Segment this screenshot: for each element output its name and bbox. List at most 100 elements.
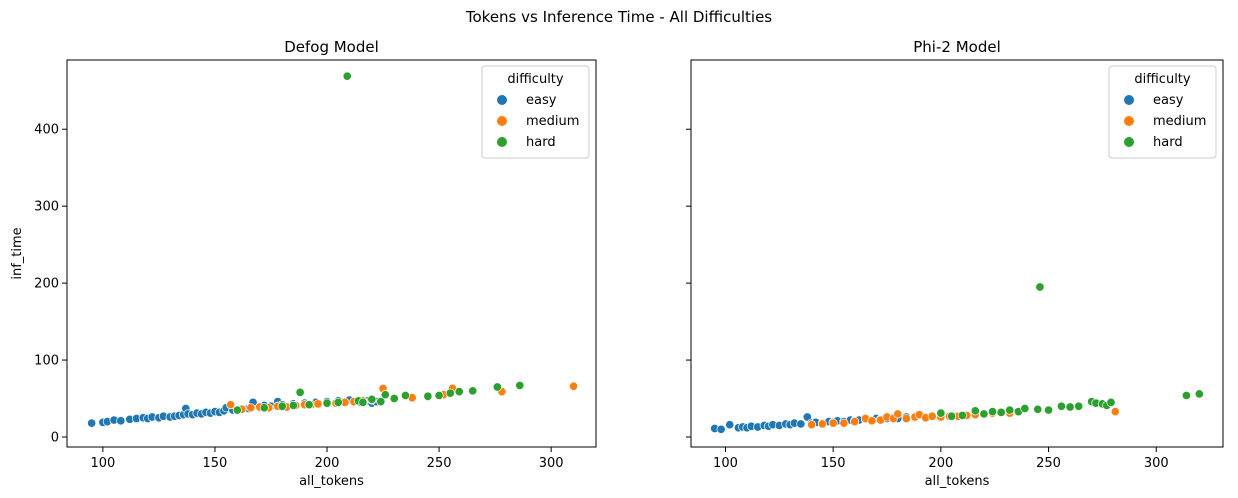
legend-title: difficulty xyxy=(507,72,564,87)
data-point-hard xyxy=(987,407,998,417)
data-point-medium xyxy=(807,420,817,430)
data-point-hard xyxy=(423,391,433,401)
data-point-medium xyxy=(927,411,937,421)
data-point-hard xyxy=(468,386,478,396)
data-point-hard xyxy=(1106,397,1116,407)
data-point-medium xyxy=(867,416,877,426)
data-point-hard xyxy=(492,382,502,392)
data-point-hard xyxy=(333,397,343,407)
data-point-hard xyxy=(996,407,1006,417)
data-point-hard xyxy=(380,390,390,400)
data-point-hard xyxy=(454,387,464,397)
x-tick-label: 100 xyxy=(713,456,738,471)
data-point-hard xyxy=(434,390,444,400)
legend-marker-medium xyxy=(1124,116,1134,126)
legend-marker-easy xyxy=(497,95,507,105)
legend-box xyxy=(1108,65,1217,159)
data-point-hard xyxy=(358,397,368,407)
data-point-easy xyxy=(725,420,735,430)
data-point-medium xyxy=(569,381,579,391)
data-point-hard xyxy=(515,380,525,390)
data-point-hard xyxy=(1035,282,1045,292)
legend-label-hard: hard xyxy=(1153,135,1183,150)
y-tick-label: 200 xyxy=(34,277,59,292)
data-point-easy xyxy=(87,418,97,428)
data-point-medium xyxy=(828,418,838,428)
legend-marker-hard xyxy=(1124,137,1134,147)
legend: difficulty easy medium hard xyxy=(481,65,590,159)
x-tick-label: 300 xyxy=(1144,456,1169,471)
data-point-hard xyxy=(322,398,332,408)
data-point-hard xyxy=(1181,390,1191,400)
legend-label-hard: hard xyxy=(526,135,556,150)
data-point-hard xyxy=(304,400,314,410)
legend: difficulty easy medium hard xyxy=(1108,65,1217,159)
data-point-hard xyxy=(936,408,946,418)
x-tick-label: 200 xyxy=(928,456,953,471)
y-axis-label: inf_time xyxy=(10,227,25,279)
legend-marker-hard xyxy=(497,137,507,147)
data-point-hard xyxy=(1074,401,1084,411)
data-point-medium xyxy=(1110,407,1120,417)
legend-label-medium: medium xyxy=(526,114,579,129)
data-point-hard xyxy=(957,410,967,421)
data-point-hard xyxy=(232,405,242,415)
data-point-medium xyxy=(850,417,860,427)
data-point-hard xyxy=(1056,401,1067,411)
data-point-hard xyxy=(367,394,377,404)
data-point-hard xyxy=(1020,403,1030,414)
data-point-medium xyxy=(226,400,236,410)
data-point-easy xyxy=(802,412,812,422)
data-point-hard xyxy=(389,393,399,404)
data-point-hard xyxy=(445,388,455,398)
series-hard xyxy=(232,71,525,415)
x-tick-label: 150 xyxy=(203,456,228,471)
data-point-medium xyxy=(313,399,323,409)
legend-marker-medium xyxy=(497,116,507,126)
data-point-medium xyxy=(901,413,911,424)
x-tick-label: 250 xyxy=(427,456,452,471)
legend-label-easy: easy xyxy=(526,93,557,108)
y-tick-label: 0 xyxy=(51,430,59,445)
data-point-hard xyxy=(295,387,305,397)
data-point-hard xyxy=(1065,402,1075,412)
x-tick-label: 300 xyxy=(539,456,564,471)
series-hard xyxy=(936,282,1204,421)
chart-title: Defog Model xyxy=(284,38,379,56)
plot-frame xyxy=(66,59,597,448)
legend-label-easy: easy xyxy=(1153,93,1184,108)
figure-suptitle: Tokens vs Inference Time - All Difficult… xyxy=(465,8,772,26)
data-point-easy xyxy=(716,424,726,434)
data-point-hard xyxy=(259,403,269,413)
data-point-hard xyxy=(342,71,352,81)
x-tick-label: 200 xyxy=(315,456,340,471)
legend-label-medium: medium xyxy=(1153,114,1206,129)
data-point-hard xyxy=(288,400,298,410)
data-point-hard xyxy=(1005,405,1015,415)
data-point-easy xyxy=(116,416,126,426)
data-point-hard xyxy=(979,409,989,419)
x-axis-label: all_tokens xyxy=(925,474,990,489)
legend-title: difficulty xyxy=(1134,72,1191,87)
x-axis-label: all_tokens xyxy=(299,474,364,489)
scatter-panel-phi2: 100 150 200 250 300 Phi-2 Model all_tokens diff… xyxy=(686,38,1224,489)
data-point-medium xyxy=(839,418,849,428)
data-point-hard xyxy=(947,411,957,421)
y-tick-label: 400 xyxy=(34,123,59,138)
data-point-medium xyxy=(817,419,827,429)
data-point-medium xyxy=(246,403,256,413)
data-point-hard xyxy=(970,406,980,416)
data-point-hard xyxy=(1033,404,1043,414)
data-point-easy xyxy=(796,419,806,429)
legend-box xyxy=(481,65,590,159)
data-point-hard xyxy=(1194,389,1204,399)
y-tick-label: 300 xyxy=(34,200,59,215)
data-point-hard xyxy=(376,397,386,407)
y-tick-label: 100 xyxy=(34,354,59,369)
data-point-hard xyxy=(277,401,287,411)
scatter-panel-defog: 100 150 200 250 300 0 100 200 300 400 Defog Model a… xyxy=(10,38,597,489)
plot-frame xyxy=(690,59,1224,448)
x-tick-label: 100 xyxy=(90,456,115,471)
data-point-hard xyxy=(400,390,411,400)
